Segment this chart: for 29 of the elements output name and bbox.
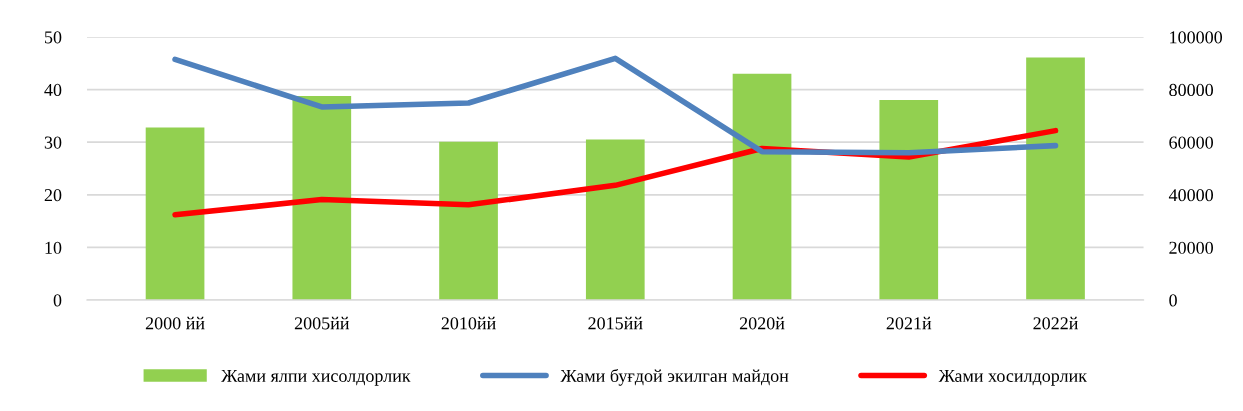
bar xyxy=(879,100,939,301)
bar xyxy=(1026,57,1085,301)
bar xyxy=(145,127,205,301)
x-tick-label: 2015йй xyxy=(588,316,643,330)
y-tick-label: 0 xyxy=(53,294,62,307)
legend-label: Жами хосилдорлик xyxy=(938,369,1088,386)
bar xyxy=(292,95,352,301)
x-tick-label: 2020й xyxy=(739,316,785,330)
x-tick-label: 2021й xyxy=(886,316,932,330)
y2-tick-label: 100000 xyxy=(1170,31,1223,44)
bar xyxy=(439,141,498,301)
y-tick-label: 40 xyxy=(44,83,62,97)
bar xyxy=(585,139,645,301)
y-tick-label: 50 xyxy=(45,31,62,44)
y2-tick-label: 0 xyxy=(1169,294,1177,307)
legend-label: Жами ялпи хисолдорлик xyxy=(221,369,411,386)
x-tick-label: 2005йй xyxy=(294,316,350,330)
y2-tick-label: 60000 xyxy=(1169,136,1214,149)
y-tick-label: 20 xyxy=(44,189,62,202)
y-tick-label: 10 xyxy=(45,241,62,254)
y2-tick-label: 20000 xyxy=(1169,241,1214,254)
legend-label: Жами буғдой экилган майдон xyxy=(560,368,789,386)
x-tick-label: 2010йй xyxy=(441,316,496,330)
y2-tick-label: 40000 xyxy=(1168,189,1214,202)
x-tick-label: 2022й xyxy=(1033,316,1078,330)
x-tick-label: 2000 йй xyxy=(145,316,205,330)
y2-tick-label: 80000 xyxy=(1169,83,1214,97)
bar xyxy=(732,73,792,301)
y-tick-label: 30 xyxy=(44,136,62,149)
